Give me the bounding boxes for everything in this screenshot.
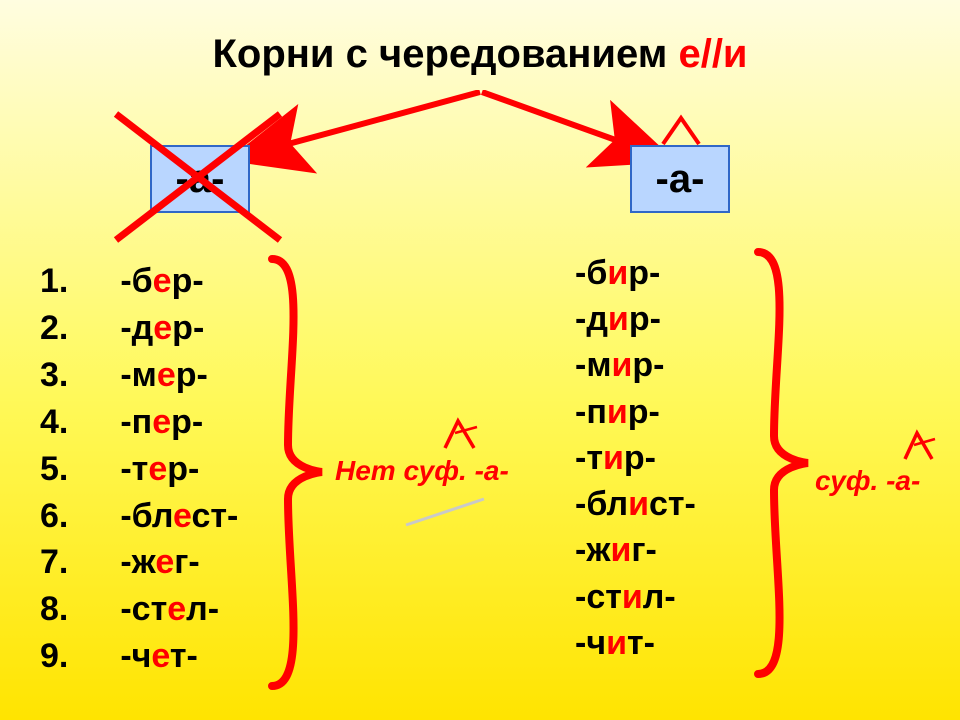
root-row: -бир- (575, 250, 696, 296)
root-row: -стил- (575, 574, 696, 620)
root-text: -бир- (575, 254, 660, 292)
root-row: 5. -тер- (40, 446, 238, 493)
note-suffix: суф. -а- (815, 465, 920, 497)
suffix-box-absent: -а- (150, 145, 250, 213)
root-row: -жиг- (575, 527, 696, 573)
root-row: -мир- (575, 342, 696, 388)
root-text: -пир- (575, 393, 660, 431)
box-label-right: -а- (656, 157, 705, 202)
root-row: -чит- (575, 620, 696, 666)
title-text: Корни с чередованием (212, 32, 678, 76)
row-number: 1. (40, 258, 92, 305)
root-row: 6. -блест- (40, 493, 238, 540)
root-text: -блест- (92, 497, 238, 535)
root-text: -бер- (92, 262, 204, 300)
row-number: 8. (40, 586, 92, 633)
root-row: 8. -стел- (40, 586, 238, 633)
row-number: 9. (40, 633, 92, 680)
root-text: -блист- (575, 485, 696, 523)
row-number: 6. (40, 493, 92, 540)
root-text: -тер- (92, 450, 199, 488)
morpheme-mark-left-icon (442, 415, 480, 451)
morpheme-suffix-icon (660, 114, 702, 146)
root-text: -мер- (92, 356, 208, 394)
root-text: -дир- (575, 300, 661, 338)
root-text: -жег- (92, 543, 200, 581)
row-number: 4. (40, 399, 92, 446)
root-row: 3. -мер- (40, 352, 238, 399)
root-row: -блист- (575, 481, 696, 527)
root-row: 4. -пер- (40, 399, 238, 446)
root-text: -тир- (575, 439, 656, 477)
root-text: -чит- (575, 624, 655, 662)
root-text: -стил- (575, 578, 676, 616)
row-number: 3. (40, 352, 92, 399)
slide: Корни с чередованием е//и -а- -а- 1. -бе… (0, 0, 960, 720)
row-number: 7. (40, 539, 92, 586)
row-number: 2. (40, 305, 92, 352)
title-highlight: е//и (678, 32, 747, 76)
root-text: -дер- (92, 309, 204, 347)
root-text: -жиг- (575, 531, 657, 569)
brace-left-icon (264, 255, 324, 690)
root-text: -мир- (575, 346, 664, 384)
strike-mark-icon (400, 495, 490, 531)
root-row: 1. -бер- (40, 258, 238, 305)
root-text: -стел- (92, 590, 219, 628)
root-row: 9. -чет- (40, 633, 238, 680)
row-number: 5. (40, 446, 92, 493)
root-row: -пир- (575, 389, 696, 435)
root-row: -дир- (575, 296, 696, 342)
box-label-left: -а- (176, 157, 225, 202)
suffix-box-present: -а- (630, 145, 730, 213)
root-text: -пер- (92, 403, 203, 441)
root-row: 7. -жег- (40, 539, 238, 586)
note-no-suffix: Нет суф. -а- (335, 455, 509, 487)
root-row: 2. -дер- (40, 305, 238, 352)
root-text: -чет- (92, 637, 198, 675)
morpheme-mark-right-icon (902, 428, 938, 462)
roots-e-column: 1. -бер-2. -дер-3. -мер-4. -пер-5. -тер-… (40, 258, 238, 680)
slide-title: Корни с чередованием е//и (0, 32, 960, 77)
roots-i-column: -бир- -дир- -мир- -пир- -тир- -блист- -жиг- -ст… (575, 250, 696, 666)
brace-right-icon (750, 248, 810, 678)
root-row: -тир- (575, 435, 696, 481)
